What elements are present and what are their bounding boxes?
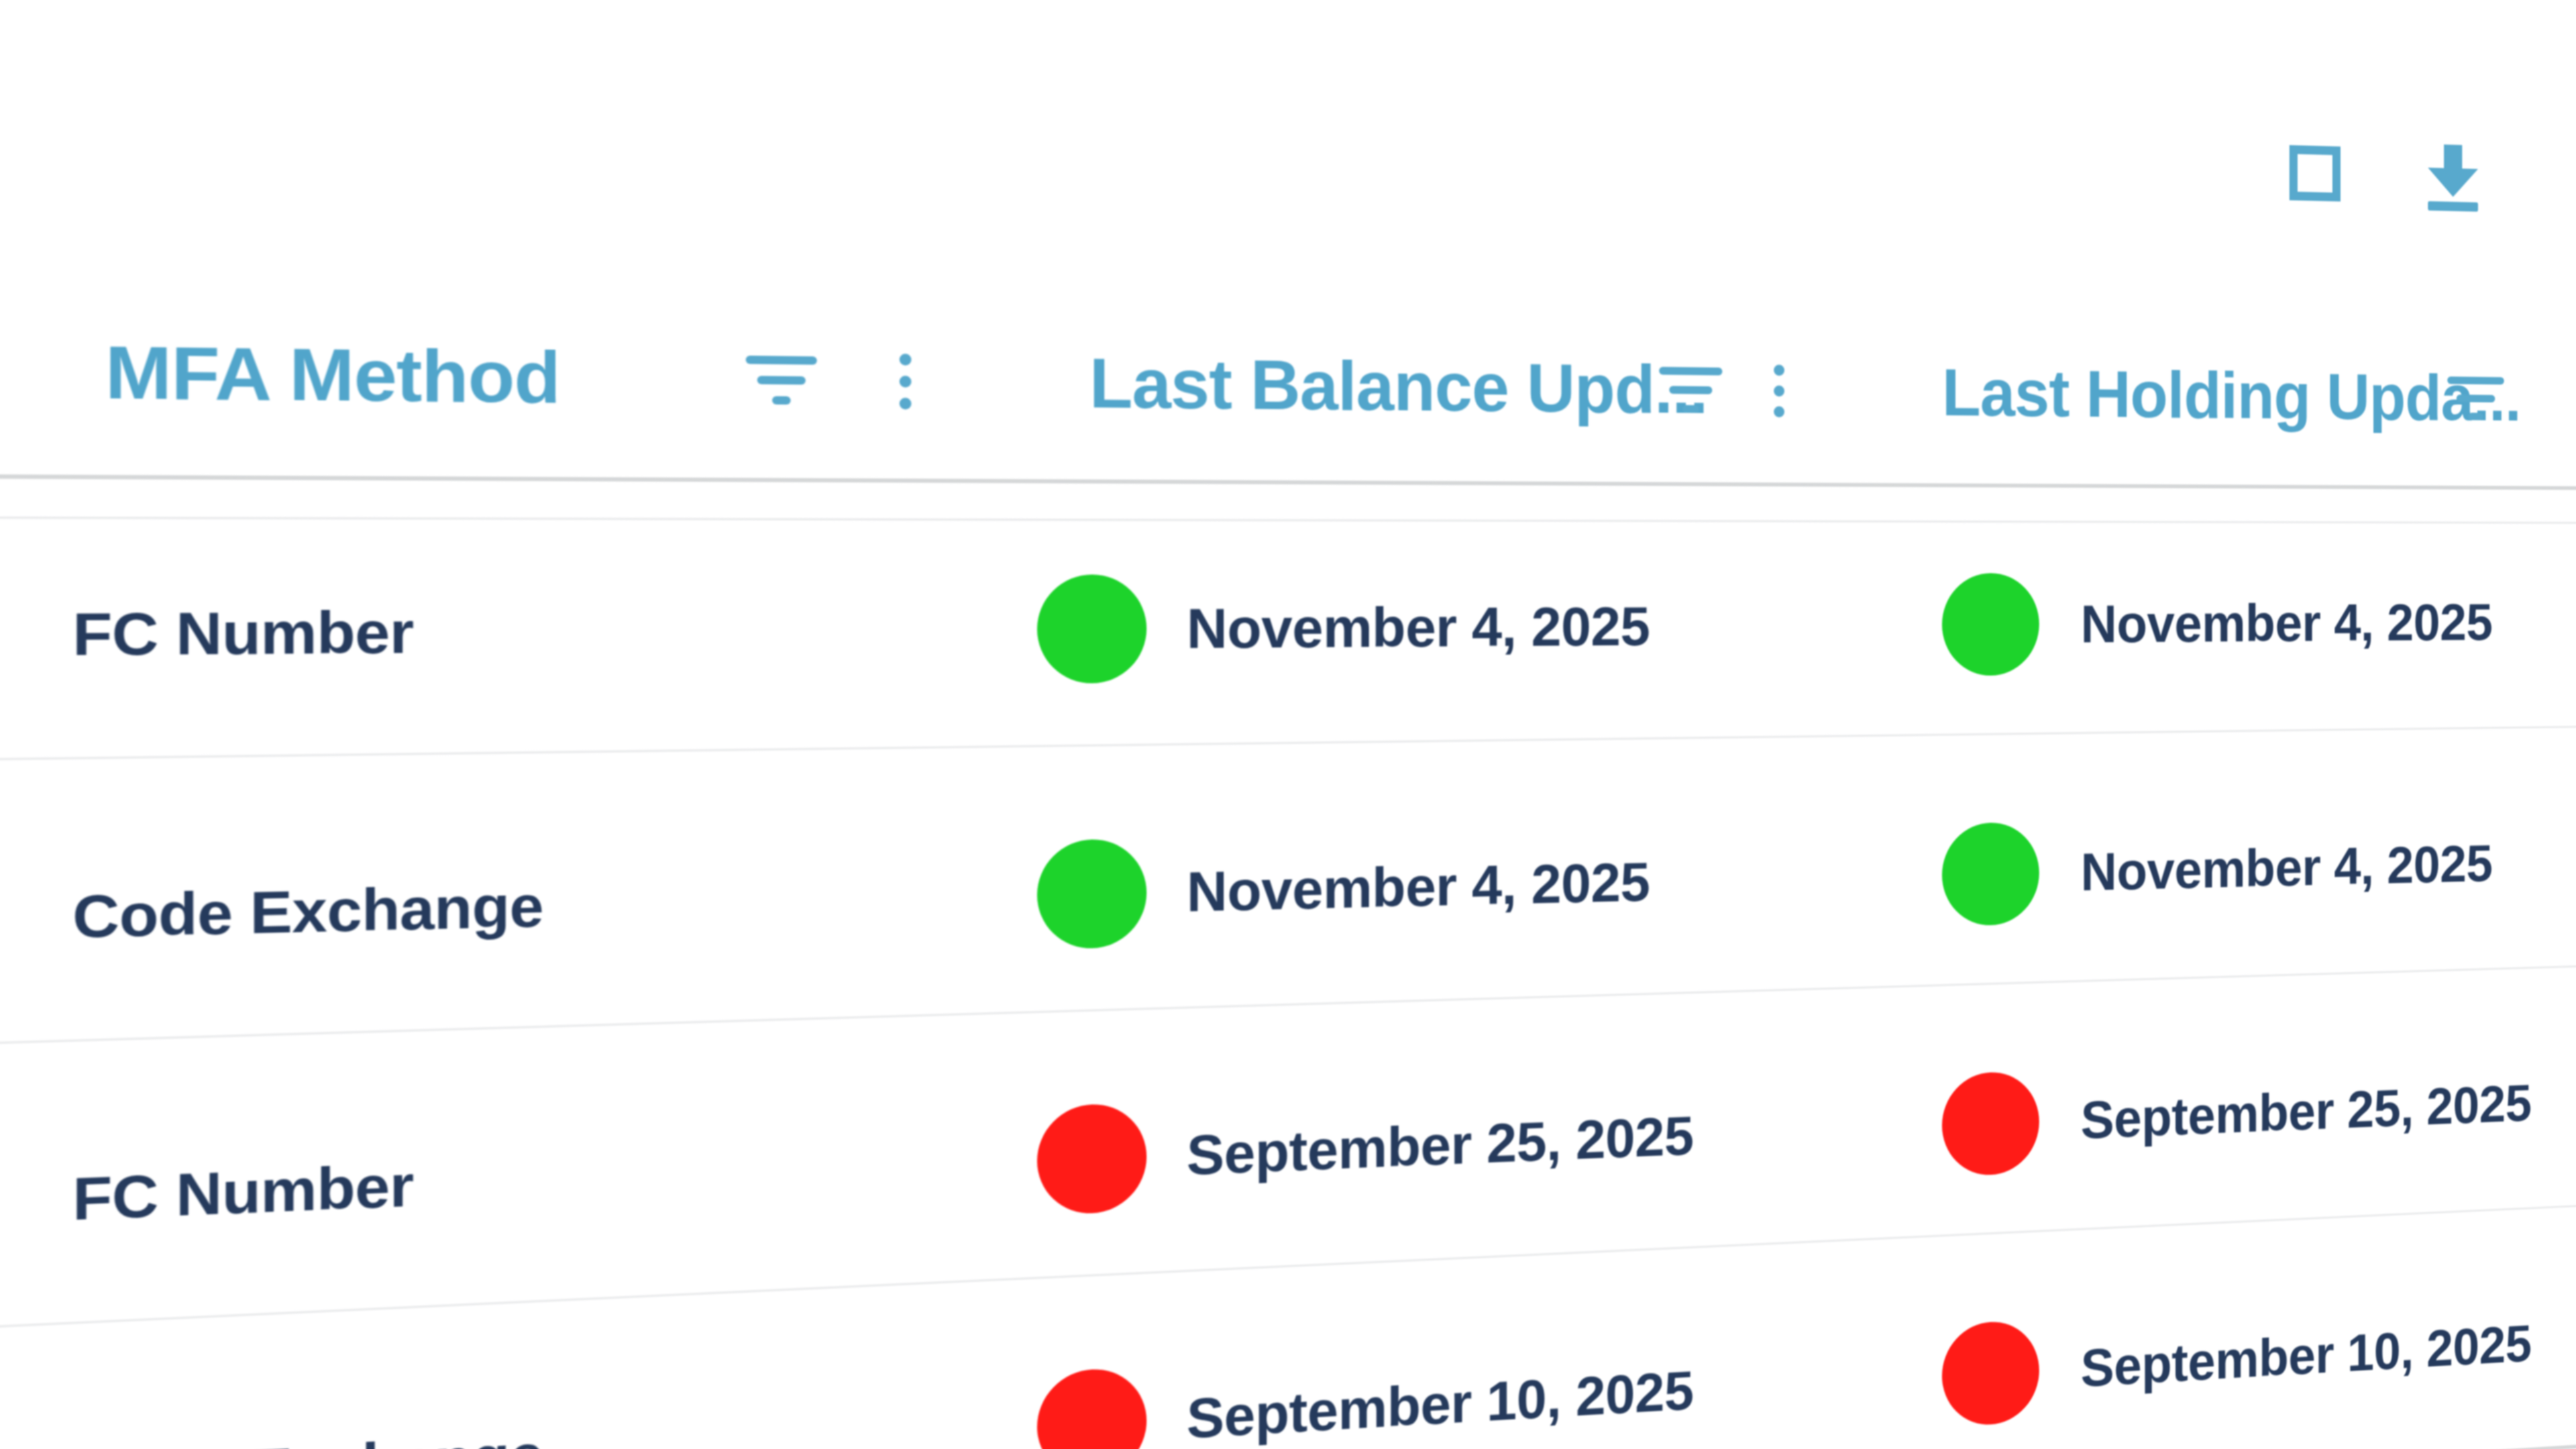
download-icon <box>2444 144 2463 170</box>
last-holding-date-cell: November 4, 2025 <box>2080 833 2493 902</box>
status-dot <box>1037 574 1147 684</box>
status-dot <box>1941 573 2039 676</box>
fullscreen-icon <box>2289 172 2315 201</box>
status-dot <box>1037 838 1147 950</box>
table-row[interactable]: FC Number November 4, 2025 November 4, 2… <box>0 474 2576 759</box>
status-dot <box>1941 822 2039 927</box>
column-header-last-balance-update[interactable]: Last Balance Upd... <box>1089 343 1708 428</box>
fullscreen-icon <box>2314 173 2341 202</box>
mfa-method-cell: Code Exchange <box>72 1318 543 1449</box>
mfa-method-cell: FC Number <box>72 598 414 668</box>
filter-icon[interactable] <box>745 356 817 405</box>
status-dot <box>1941 1071 2039 1177</box>
last-balance-date-cell: November 4, 2025 <box>1186 850 1650 924</box>
table-stage: MFA Method Last Balance Upd... Last Hold… <box>0 144 2576 1449</box>
fullscreen-button[interactable] <box>2289 145 2341 202</box>
last-holding-date-cell: November 4, 2025 <box>2080 592 2493 654</box>
status-dot <box>1941 1319 2039 1428</box>
fullscreen-icon <box>2289 145 2315 174</box>
column-header-last-holding-update[interactable]: Last Holding Upda... <box>1941 355 2521 435</box>
last-balance-date-cell: September 25, 2025 <box>1186 1104 1694 1187</box>
filter-icon[interactable] <box>1659 366 1723 413</box>
column-menu-icon[interactable] <box>899 354 912 410</box>
fullscreen-icon <box>2314 146 2341 174</box>
mfa-method-cell: FC Number <box>72 1151 414 1233</box>
mfa-method-cell: Code Exchange <box>72 872 544 951</box>
download-button[interactable] <box>2428 144 2478 212</box>
status-dot <box>1037 1102 1147 1216</box>
last-balance-date-cell: November 4, 2025 <box>1186 594 1650 660</box>
last-holding-date-cell: September 10, 2025 <box>2080 1313 2532 1398</box>
status-dot <box>1037 1366 1147 1449</box>
download-icon <box>2428 167 2478 198</box>
table-header-row: MFA Method Last Balance Upd... Last Hold… <box>0 294 2576 465</box>
column-menu-icon[interactable] <box>1774 364 1785 418</box>
filter-icon[interactable] <box>2447 376 2504 421</box>
last-holding-date-cell: September 25, 2025 <box>2080 1073 2532 1150</box>
last-balance-date-cell: September 10, 2025 <box>1186 1358 1694 1449</box>
column-header-mfa-method[interactable]: MFA Method <box>105 331 560 419</box>
download-icon <box>2428 201 2478 212</box>
